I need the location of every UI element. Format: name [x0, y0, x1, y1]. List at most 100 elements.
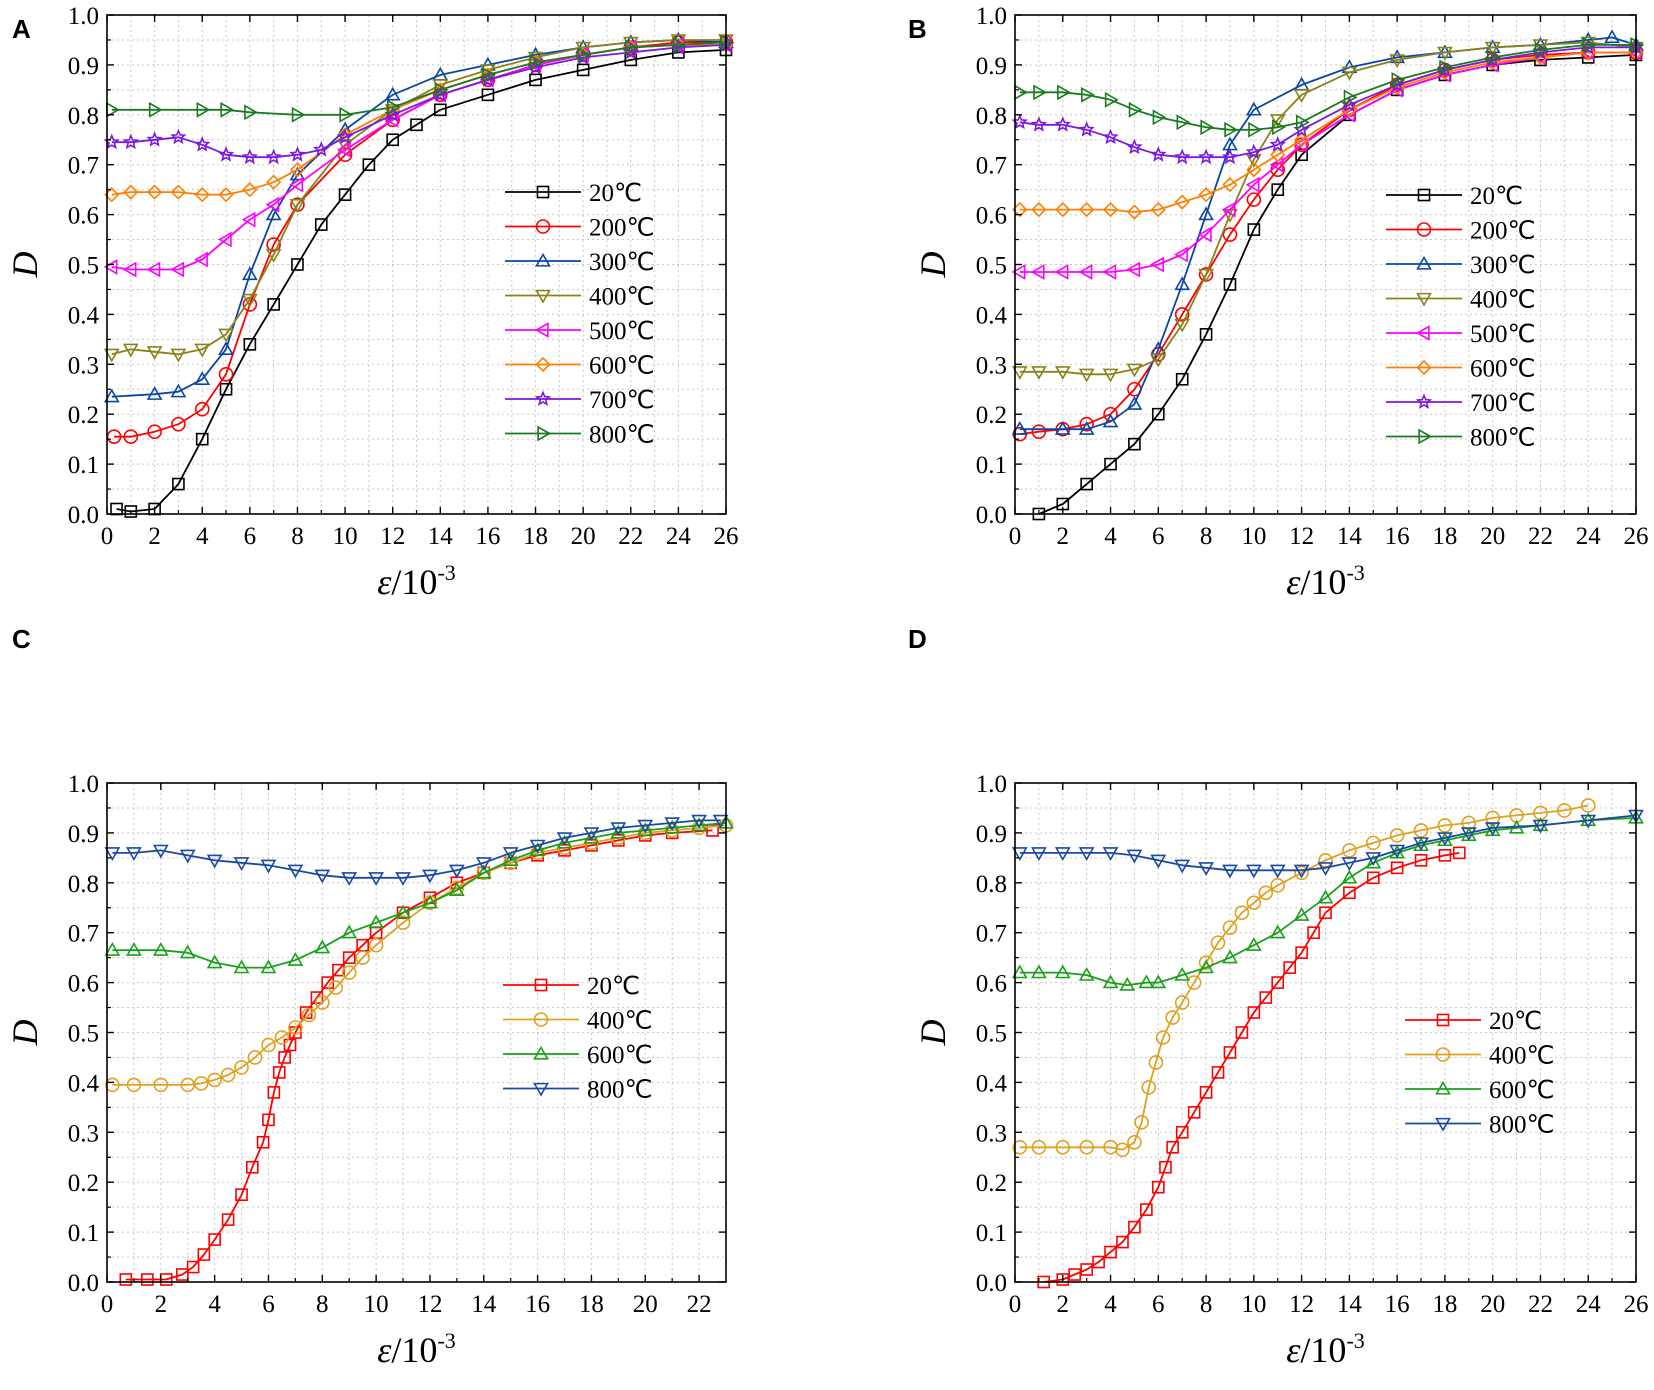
data-point: [219, 382, 233, 396]
series-800c: [1014, 37, 1645, 138]
x-tick-label: 4: [1104, 523, 1117, 550]
x-tick-label: 20: [1480, 523, 1505, 550]
data-point: [315, 995, 330, 1010]
y-axis: 0.0 0.1 0.2 0.3 0.4 0.5 0.6 0.7 0.8 0.9 1.0: [68, 771, 726, 1297]
data-point: [1102, 128, 1119, 145]
data-point: [368, 937, 384, 953]
panel-letter: C: [12, 624, 31, 654]
series-line: [1019, 51, 1636, 213]
data-point: [1079, 416, 1094, 432]
y-tick-label: 0.6: [68, 971, 99, 998]
data-point: [583, 827, 600, 842]
legend-marker: [533, 1045, 549, 1060]
data-point: [1604, 29, 1620, 44]
data-point: [1057, 84, 1071, 101]
data-point: [1198, 206, 1214, 221]
y-axis-title: D: [913, 1020, 953, 1047]
legend-item: 600℃: [503, 1042, 653, 1069]
x-axis-title: ε/10-3: [1286, 1328, 1365, 1370]
data-point: [1307, 926, 1320, 940]
data-point: [502, 847, 519, 861]
data-point: [481, 88, 495, 102]
data-point: [1174, 246, 1188, 263]
legend-marker: [1435, 1047, 1451, 1062]
legend-marker: [534, 978, 548, 992]
grid: [1015, 15, 1636, 514]
data-point: [207, 1072, 222, 1088]
data-point: [148, 101, 163, 118]
legend-label: 20℃: [1470, 183, 1523, 210]
legend-marker: [1416, 359, 1432, 376]
x-axis-title-exponent: -3: [1346, 560, 1364, 585]
data-point: [195, 432, 209, 446]
y-tick-label: 0.5: [976, 253, 1007, 280]
legend-label: 200℃: [1470, 218, 1536, 245]
data-point: [1054, 421, 1071, 435]
data-point: [146, 346, 163, 360]
data-point: [1011, 964, 1028, 979]
data-point: [287, 952, 304, 966]
data-point: [194, 251, 208, 268]
data-point: [103, 388, 120, 403]
data-point: [610, 822, 627, 837]
data-point: [1102, 201, 1119, 218]
legend-marker: [1416, 222, 1432, 237]
x-tick-label: 18: [1432, 1291, 1457, 1318]
data-point: [434, 81, 449, 98]
grid: [1015, 783, 1636, 1282]
data-point: [217, 146, 235, 162]
legend-item: 200℃: [1386, 218, 1536, 245]
data-point: [267, 1086, 281, 1099]
y-axis: 0.0 0.1 0.2 0.3 0.4 0.5 0.6 0.7 0.8 0.9 1.0: [976, 771, 1636, 1297]
data-point: [301, 1007, 317, 1023]
legend-item: 300℃: [505, 249, 655, 276]
data-point: [1011, 264, 1026, 280]
data-point: [170, 261, 185, 278]
legend-marker: [1436, 1013, 1450, 1027]
data-point: [218, 187, 234, 203]
data-point: [1389, 844, 1406, 859]
series-line: [111, 44, 727, 159]
data-point: [1246, 192, 1262, 207]
data-point: [146, 131, 163, 147]
data-point: [1140, 1203, 1153, 1216]
data-point: [1389, 49, 1406, 64]
data-point: [395, 904, 411, 919]
x-tick-label: 26: [714, 523, 739, 550]
data-point: [124, 505, 138, 518]
series-800c: [104, 814, 729, 886]
x-tick-label: 24: [1576, 1291, 1602, 1318]
data-point: [104, 942, 121, 956]
data-point: [242, 182, 258, 198]
data-point: [1174, 859, 1191, 874]
data-point: [1104, 1245, 1117, 1259]
data-point: [1126, 261, 1141, 278]
data-point: [122, 343, 139, 358]
x-tick-label: 0: [101, 523, 114, 550]
x-tick-label: 6: [1152, 523, 1165, 550]
y-tick-label: 0.3: [976, 1120, 1007, 1147]
x-tick-label: 6: [244, 523, 257, 550]
data-point: [1128, 101, 1143, 118]
data-point: [233, 857, 250, 871]
data-point: [1102, 368, 1119, 383]
x-tick-label: 8: [1200, 523, 1213, 550]
data-point: [1079, 201, 1095, 218]
data-point: [197, 1248, 211, 1261]
data-point: [529, 842, 546, 857]
data-point: [482, 67, 497, 83]
legend-marker: [1435, 1080, 1451, 1095]
y-tick-label: 0.6: [976, 971, 1007, 998]
data-point: [1078, 967, 1095, 981]
legend-marker: [1416, 292, 1432, 307]
data-point: [274, 1030, 290, 1045]
data-point: [1532, 819, 1549, 834]
data-point: [194, 187, 210, 203]
data-point: [1187, 1106, 1201, 1119]
data-point: [262, 1113, 275, 1127]
x-tick-label: 26: [1624, 523, 1649, 550]
x-tick-label: 8: [1200, 1291, 1213, 1318]
data-point: [410, 118, 423, 132]
data-point: [1200, 119, 1215, 136]
